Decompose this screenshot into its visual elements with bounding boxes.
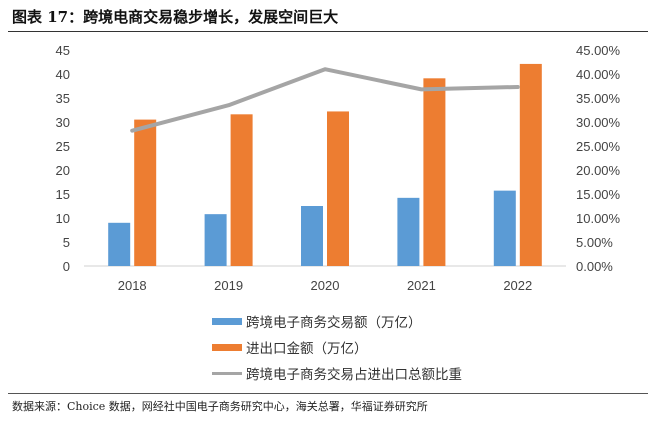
bar-crossborder-ecommerce — [204, 214, 227, 266]
x-tick-label: 2021 — [407, 278, 436, 293]
chart-title: 图表 17：跨境电商交易稳步增长，发展空间巨大 — [12, 8, 339, 26]
y-right-tick-label: 20.00% — [576, 163, 621, 178]
y-left-tick-label: 30 — [56, 115, 70, 130]
legend-item-import-export: 进出口金额（万亿） — [212, 334, 462, 360]
y-left-tick-label: 40 — [56, 67, 70, 82]
combo-chart: 0 5 10 15 20 25 30 35 40 45 0.00% 5.00% 10.00% 15.00%… — [56, 43, 621, 293]
y-left-tick-label: 35 — [56, 91, 70, 106]
bar-crossborder-ecommerce — [493, 190, 516, 266]
bar-series-group — [108, 63, 542, 266]
y-left-tick-label: 10 — [56, 211, 70, 226]
line-point-share-of-trade — [323, 67, 327, 71]
x-tick-label: 2020 — [311, 278, 340, 293]
bar-import-export — [423, 78, 446, 266]
bar-crossborder-ecommerce — [108, 222, 131, 266]
legend-label: 跨境电子商务交易额（万亿） — [246, 315, 422, 331]
y-right-tick-label: 35.00% — [576, 91, 621, 106]
y-right-tick-label: 30.00% — [576, 115, 621, 130]
x-tick-label: 2018 — [118, 278, 147, 293]
x-tick-label: 2019 — [214, 278, 243, 293]
y-left-tick-label: 20 — [56, 163, 70, 178]
legend-item-crossborder: 跨境电子商务交易额（万亿） — [212, 308, 462, 334]
line-series-group — [130, 67, 520, 133]
chart-legend: 跨境电子商务交易额（万亿） 进出口金额（万亿） 跨境电子商务交易占进出口总额比重 — [212, 308, 462, 386]
y-right-tick-label: 15.00% — [576, 187, 621, 202]
y-right-tick-label: 45.00% — [576, 43, 621, 58]
line-point-share-of-trade — [130, 129, 134, 133]
line-point-share-of-trade — [516, 85, 520, 89]
y-left-tick-label: 45 — [56, 43, 70, 58]
title-divider — [8, 31, 648, 32]
y-right-tick-label: 10.00% — [576, 211, 621, 226]
y-left-tick-label: 5 — [63, 235, 70, 250]
line-point-share-of-trade — [419, 87, 423, 91]
legend-swatch-orange — [212, 343, 242, 351]
legend-swatch-gray-line — [212, 371, 242, 375]
line-share-of-trade — [130, 67, 520, 133]
tick-labels-group: 0 5 10 15 20 25 30 35 40 45 0.00% 5.00% 10.00% 15.00%… — [56, 43, 621, 293]
bar-import-export — [230, 114, 253, 266]
y-left-tick-label: 15 — [56, 187, 70, 202]
legend-label: 跨境电子商务交易占进出口总额比重 — [246, 367, 462, 383]
legend-swatch-blue — [212, 317, 242, 325]
y-right-tick-label: 40.00% — [576, 67, 621, 82]
line-point-share-of-trade — [227, 103, 231, 107]
y-right-tick-label: 0.00% — [576, 259, 613, 274]
y-left-tick-label: 25 — [56, 139, 70, 154]
bar-crossborder-ecommerce — [397, 197, 420, 266]
bar-import-export — [519, 63, 542, 266]
bar-import-export — [134, 119, 157, 266]
y-right-tick-label: 25.00% — [576, 139, 621, 154]
footer-divider — [8, 393, 648, 394]
bar-import-export — [327, 111, 349, 266]
x-tick-label: 2022 — [503, 278, 532, 293]
y-right-tick-label: 5.00% — [576, 235, 613, 250]
legend-item-share: 跨境电子商务交易占进出口总额比重 — [212, 360, 462, 386]
y-left-tick-label: 0 — [63, 259, 70, 274]
source-note: 数据来源：Choice 数据，网经社中国电子商务研究中心，海关总署，华福证券研究… — [12, 400, 428, 413]
legend-label: 进出口金额（万亿） — [246, 341, 368, 357]
bar-crossborder-ecommerce — [301, 206, 323, 266]
